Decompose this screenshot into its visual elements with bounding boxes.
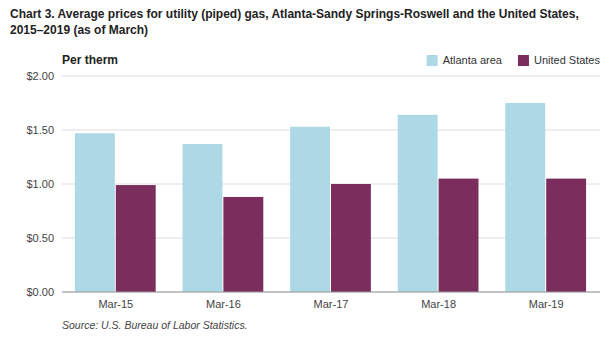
legend: United States Atlanta area — [427, 54, 601, 66]
legend-swatch — [518, 55, 529, 66]
y-tick-label: $0.50 — [26, 232, 54, 244]
title: Chart 3. Average prices for utility (pip… — [10, 7, 579, 37]
legend-label: United States — [534, 54, 601, 66]
legend-label: Atlanta area — [443, 54, 503, 66]
x-tick-label: Mar-17 — [314, 298, 349, 310]
x-tick-label: Mar-15 — [98, 298, 133, 310]
bar — [505, 103, 545, 292]
chart: Chart 3. Average prices for utility (pip… — [0, 0, 614, 337]
bar — [398, 115, 438, 292]
grid-line — [62, 292, 600, 293]
source-note: Source: U.S. Bureau of Labor Statistics. — [62, 319, 248, 331]
y-axis-label: Per therm — [62, 53, 118, 67]
y-tick-label: $1.00 — [26, 178, 54, 190]
x-tick-label: Mar-16 — [206, 298, 241, 310]
bar — [290, 127, 330, 292]
bar — [223, 197, 263, 292]
x-axis-line — [62, 292, 600, 293]
x-tick-label: Mar-18 — [421, 298, 456, 310]
bar — [75, 133, 115, 292]
legend-swatch — [427, 55, 438, 66]
bar — [546, 179, 586, 292]
y-tick-label: $1.50 — [26, 124, 54, 136]
y-tick-label: $2.00 — [26, 70, 54, 82]
title-line: Chart 3. Average prices for utility (pip… — [10, 7, 579, 21]
bar — [116, 185, 156, 292]
grid-line — [62, 76, 600, 77]
bar — [183, 144, 223, 292]
y-tick-label: $0.00 — [26, 286, 54, 298]
bar — [331, 184, 371, 292]
x-tick-label: Mar-19 — [529, 298, 564, 310]
title-line: 2015–2019 (as of March) — [10, 23, 148, 37]
bar — [439, 179, 479, 292]
